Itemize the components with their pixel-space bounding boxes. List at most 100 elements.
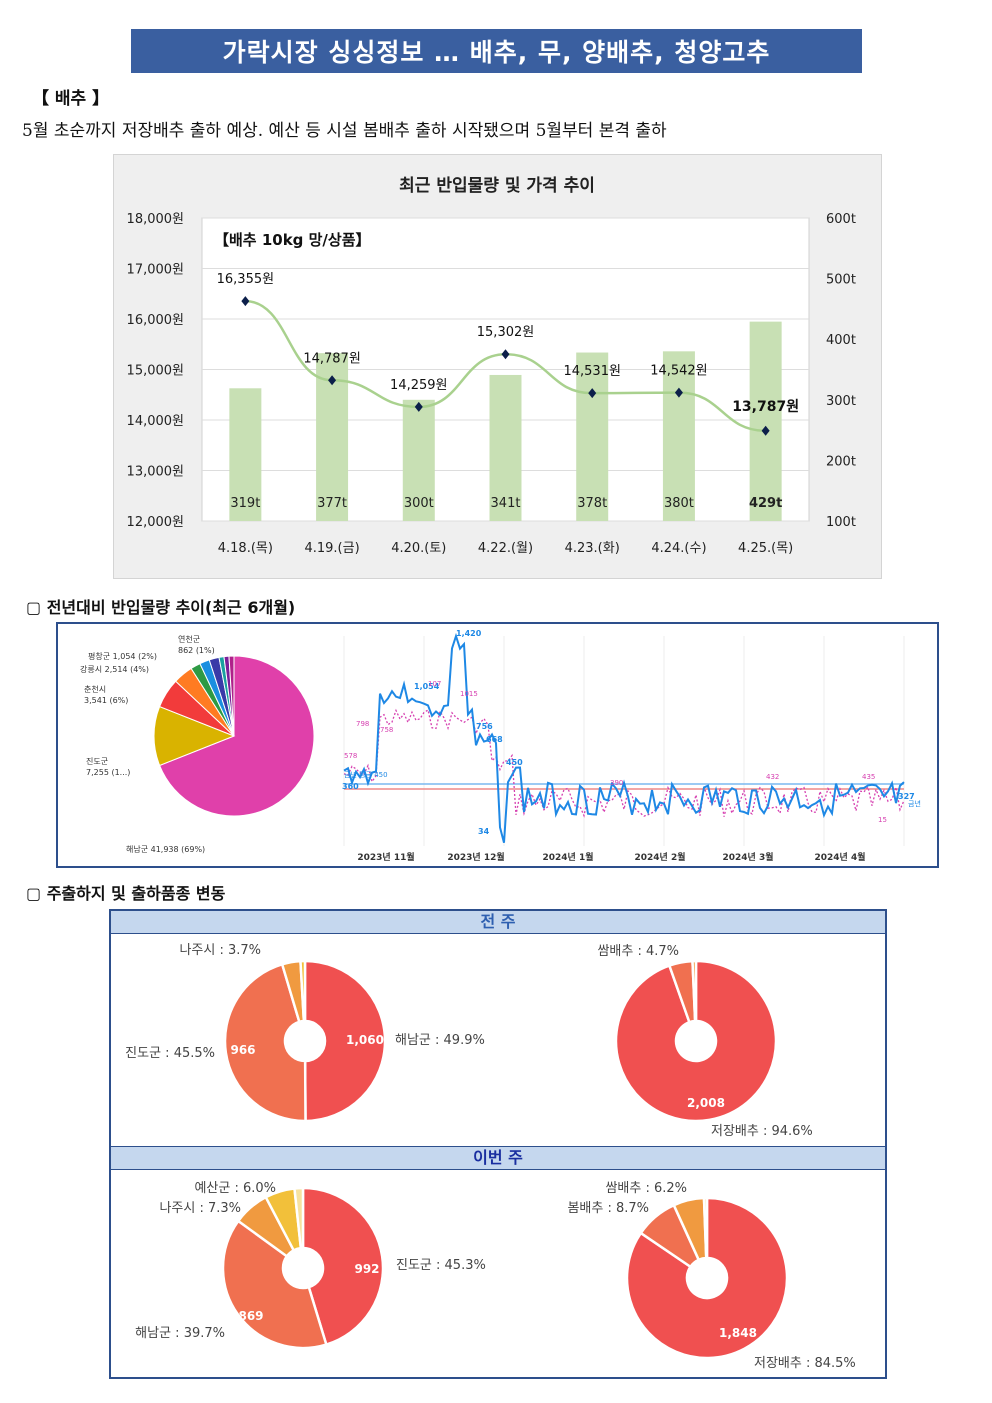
- this-week-variety-category-label: 쌈배추 : 6.2%: [605, 1181, 687, 1196]
- prev-value-label: 435: [862, 773, 875, 781]
- shipping-heading: ▢ 주출하지 및 출하품종 변동: [26, 884, 226, 903]
- shipping-panel-svg: 1,060 해남군 : 49.9% 966 진도군 : 45.5% 나주시 : 3.7%…: [125, 943, 856, 1371]
- price-label: 14,787원: [303, 351, 360, 366]
- item-description: 5월 초순까지 저장배추 출하 예상. 예산 등 시설 봄배추 출하 시작됐으며…: [22, 121, 667, 141]
- category-label: 4.22.(월): [478, 541, 533, 556]
- volume-bar: [749, 321, 782, 521]
- category-label: 4.23.(화): [565, 541, 620, 556]
- pie-slice: [153, 705, 236, 767]
- current-value-label: 360: [342, 782, 359, 791]
- month-label: 2024년 1월: [542, 851, 593, 863]
- left-tick-label: 14,000원: [127, 414, 184, 429]
- current-value-label: 34: [478, 827, 490, 836]
- price-label: 14,542원: [650, 364, 707, 379]
- month-label: 2023년 11월: [357, 851, 414, 863]
- price-volume-chart: 최근 반입물량 및 가격 추이 12,000원 13,000원 14,000원 15,0…: [113, 154, 882, 579]
- last-week-region-segment: [299, 959, 307, 1023]
- current-value-label: 1,054: [414, 682, 440, 691]
- pie-label: 862 (1%): [178, 646, 215, 655]
- page-title: 가락시장 싱싱정보 … 배추, 무, 양배추, 청양고추: [131, 29, 862, 73]
- this-week-region-segment: [301, 1186, 385, 1347]
- price-volume-chart-svg: 최근 반입물량 및 가격 추이 12,000원 13,000원 14,000원 15,0…: [127, 176, 856, 556]
- volume-bar-label: 300t: [404, 496, 434, 511]
- item-tag: 【 배추 】: [32, 89, 110, 109]
- current-value-label: 1,420: [456, 629, 482, 638]
- last-week-region-segment: [303, 959, 387, 1123]
- left-tick-label: 16,000원: [127, 313, 184, 328]
- category-label: 4.24.(수): [651, 541, 706, 556]
- price-point: [761, 425, 770, 436]
- right-tick-label: 200t: [826, 454, 856, 469]
- volume-bar-label: 341t: [491, 496, 521, 511]
- right-tick-label: 500t: [826, 273, 856, 288]
- left-tick-label: 13,000원: [127, 465, 184, 480]
- price-label: 14,531원: [563, 364, 620, 379]
- shipping-panel: 전 주 이번 주 1,060 해남군 : 49.9% 966 진도군 : 45.5% 나…: [109, 909, 887, 1379]
- category-label: 4.25.(목): [738, 541, 793, 556]
- price-label: 15,302원: [477, 325, 534, 340]
- last-week-region-category-label: 나주시 : 3.7%: [179, 943, 261, 958]
- page-title-text: 가락시장 싱싱정보 … 배추, 무, 양배추, 청양고추: [222, 38, 771, 67]
- last-week-band: 전 주: [111, 910, 885, 934]
- last-week-region-category-label: 진도군 : 45.5%: [125, 1046, 215, 1061]
- current-value-label: 327: [898, 792, 915, 801]
- this-week-variety-value-label: 1,848: [719, 1326, 757, 1340]
- volume-bar-label: 319t: [230, 496, 260, 511]
- prev-value-label: 798: [356, 720, 369, 728]
- price-point: [241, 296, 250, 307]
- prev-value-label: 390: [610, 779, 623, 787]
- volume-bar: [489, 374, 522, 521]
- last-week-variety-segment: [614, 959, 778, 1123]
- pie-label: 연천군: [178, 634, 200, 644]
- last-week-variety-segment: [691, 959, 698, 1023]
- last-week-region-category-label: 해남군 : 49.9%: [395, 1033, 485, 1048]
- prev-value-label: 578: [344, 752, 357, 760]
- price-label: 16,355원: [217, 272, 274, 287]
- this-week-band: 이번 주: [111, 1146, 885, 1170]
- price-point: [414, 401, 423, 412]
- volume-bar: [402, 399, 435, 521]
- volume-bar-label: 377t: [317, 496, 347, 511]
- pie-label: 7,255 (1...): [86, 768, 130, 777]
- pie-label: 춘천시: [84, 684, 106, 694]
- trend-panel: 해남군 41,938 (69%) 진도군 7,255 (1...) 춘천시 3,541 …: [56, 622, 939, 868]
- right-tick-label: 100t: [826, 515, 856, 530]
- left-tick-label: 17,000원: [127, 263, 184, 278]
- right-tick-label: 400t: [826, 333, 856, 348]
- current-year-line: [343, 632, 905, 843]
- current-value-label: 668: [486, 735, 503, 744]
- chart-title: 최근 반입물량 및 가격 추이: [399, 176, 595, 196]
- this-week-region-category-label: 해남군 : 39.7%: [135, 1326, 225, 1341]
- month-label: 2024년 4월: [814, 851, 865, 863]
- last-week-region-value-label: 966: [230, 1043, 255, 1057]
- pie-label: 평창군 1,054 (2%): [88, 651, 157, 661]
- prev-value-label: 432: [766, 773, 779, 781]
- pie-label: 진도군: [86, 756, 108, 766]
- category-label: 4.18.(목): [218, 541, 273, 556]
- legend-this-year: 금년: [908, 799, 921, 808]
- month-label: 2024년 3월: [722, 851, 773, 863]
- left-tick-label: 12,000원: [127, 515, 184, 530]
- left-tick-label: 18,000원: [127, 212, 184, 227]
- this-week-region-category-label: 나주시 : 7.3%: [159, 1201, 241, 1216]
- trend-heading: ▢ 전년대비 반입물량 추이(최근 6개월): [26, 598, 296, 617]
- this-week-region-category-label: 예산군 : 6.0%: [194, 1181, 276, 1196]
- this-week-region-value-label: 869: [238, 1309, 263, 1323]
- volume-bar-label: 380t: [664, 496, 694, 511]
- pie-label: 해남군 41,938 (69%): [126, 844, 205, 854]
- prev-value-label: 1015: [460, 690, 478, 698]
- this-week-variety-category-label: 저장배추 : 84.5%: [754, 1356, 856, 1371]
- right-tick-label: 300t: [826, 394, 856, 409]
- price-point: [328, 375, 337, 386]
- volume-bar-label: 378t: [577, 496, 607, 511]
- last-week-variety-category-label: 저장배추 : 94.6%: [711, 1124, 813, 1139]
- volume-bar: [662, 351, 695, 521]
- prev-value-label: 15: [878, 816, 887, 824]
- right-tick-label: 600t: [826, 212, 856, 227]
- this-week-variety-category-label: 봄배추 : 8.7%: [567, 1201, 649, 1216]
- category-label: 4.19.(금): [304, 541, 359, 556]
- price-point: [674, 387, 683, 398]
- current-value-label: 756: [476, 722, 493, 731]
- average-label: 금년 평균 450: [344, 770, 388, 779]
- this-week-region-category-label: 진도군 : 45.3%: [396, 1258, 486, 1273]
